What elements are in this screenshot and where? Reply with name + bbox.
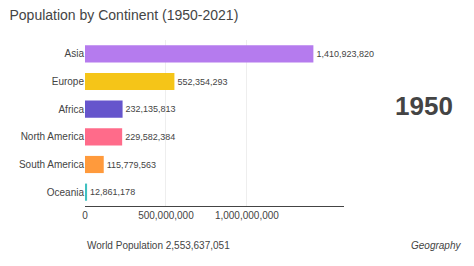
svg-text:North America: North America [21,131,85,142]
svg-text:South America: South America [19,159,84,170]
svg-text:552,354,293: 552,354,293 [177,77,227,87]
svg-text:12,861,178: 12,861,178 [90,187,135,197]
svg-text:0: 0 [82,210,88,221]
svg-text:Europe: Europe [52,76,85,87]
svg-text:1950: 1950 [395,91,453,121]
svg-text:Geography: Geography [411,240,461,251]
svg-text:232,135,813: 232,135,813 [126,104,176,114]
svg-text:Asia: Asia [65,48,85,59]
svg-text:Population by Continent (1950-: Population by Continent (1950-2021) [9,7,238,23]
svg-text:World Population 2,553,637,051: World Population 2,553,637,051 [87,240,230,251]
svg-text:Africa: Africa [58,104,84,115]
svg-text:115,779,563: 115,779,563 [107,160,156,170]
svg-text:500,000,000: 500,000,000 [138,210,194,221]
svg-text:Oceania: Oceania [47,187,85,198]
svg-text:229,582,384: 229,582,384 [125,132,175,142]
svg-text:1,410,923,820: 1,410,923,820 [316,49,374,59]
svg-text:1,000,000,000: 1,000,000,000 [215,210,279,221]
